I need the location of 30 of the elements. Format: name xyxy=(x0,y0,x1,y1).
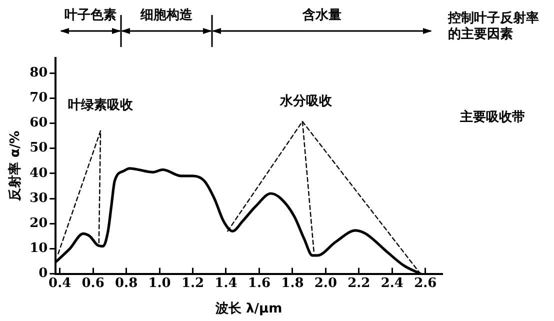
y-tick-label: 80 xyxy=(30,65,48,80)
x-tick-label: 0.8 xyxy=(114,276,138,291)
annotation: 水分吸收 xyxy=(280,94,332,110)
text: 主要吸收带 xyxy=(460,110,525,126)
x-tick-label: 2.6 xyxy=(414,276,437,291)
x-tick-label: 1.4 xyxy=(214,276,238,291)
x-tick-label: 1.6 xyxy=(248,276,271,291)
text: 控制叶子反射率的主要因素 xyxy=(448,11,540,43)
x-tick-label: 2.2 xyxy=(348,276,370,291)
text: 含水量 xyxy=(301,8,342,24)
x-tick-label: 0.4 xyxy=(48,276,72,291)
text: 叶子色素 xyxy=(64,8,118,24)
x-tick-label: 1.2 xyxy=(181,276,204,291)
annotation: 叶绿素吸收 xyxy=(68,98,133,114)
x-tick-label: 1.0 xyxy=(148,276,171,291)
x-tick-label: 2.4 xyxy=(380,276,404,291)
y-tick-label: 50 xyxy=(30,140,48,156)
y-tick-label: 60 xyxy=(30,116,48,131)
x-tick-label: 0.6 xyxy=(82,276,104,291)
x-axis-title: 波长 λ/μm xyxy=(214,302,282,317)
y-tick-label: 30 xyxy=(30,190,48,206)
text: 细胞构造 xyxy=(139,8,194,24)
y-tick-label: 40 xyxy=(30,166,48,181)
x-tick-label: 2.0 xyxy=(314,276,338,291)
x-tick-label: 1.8 xyxy=(281,276,304,291)
y-tick-label: 20 xyxy=(30,216,48,231)
y-tick-label: 0 xyxy=(38,266,48,282)
y-axis-title: 反射率 α/% xyxy=(7,130,24,202)
y-tick-label: 70 xyxy=(30,90,48,106)
y-tick-label: 10 xyxy=(30,241,48,256)
